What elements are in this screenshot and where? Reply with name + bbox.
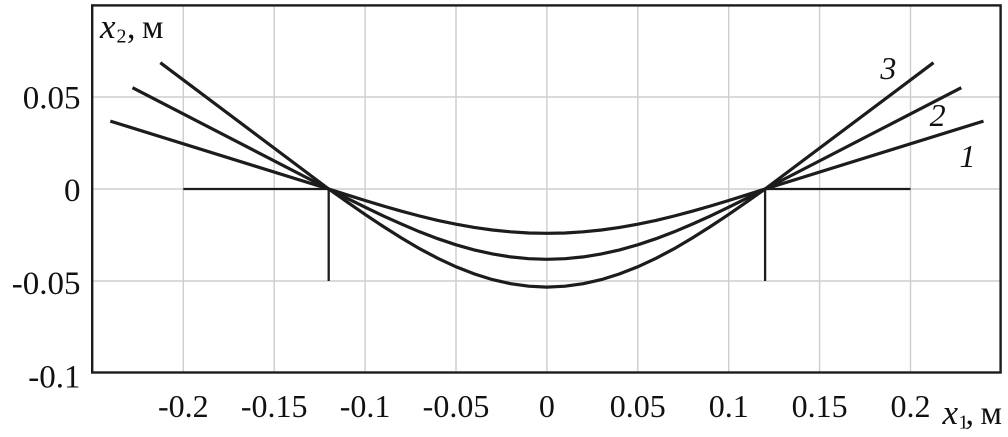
- svg-text:м: м: [981, 395, 1003, 432]
- svg-text:-0.15: -0.15: [241, 388, 308, 424]
- svg-text:0.2: 0.2: [891, 388, 931, 424]
- svg-text:0.05: 0.05: [23, 81, 81, 117]
- svg-text:-0.1: -0.1: [340, 388, 391, 424]
- svg-text:1: 1: [960, 138, 976, 174]
- svg-text:-0.1: -0.1: [28, 360, 80, 396]
- svg-text:x: x: [99, 7, 116, 46]
- svg-text:1: 1: [959, 412, 969, 434]
- svg-text:0.05: 0.05: [610, 388, 666, 424]
- svg-text:0.1: 0.1: [709, 388, 749, 424]
- svg-text:-0.05: -0.05: [12, 266, 81, 302]
- svg-text:,: ,: [127, 9, 136, 46]
- svg-text:3: 3: [879, 50, 896, 86]
- svg-text:-0.05: -0.05: [423, 388, 490, 424]
- svg-text:0: 0: [539, 388, 555, 424]
- svg-text:0: 0: [64, 173, 81, 209]
- svg-text:2: 2: [930, 97, 946, 133]
- svg-text:0.15: 0.15: [792, 388, 848, 424]
- svg-text:x: x: [942, 393, 959, 432]
- svg-text:-0.2: -0.2: [158, 388, 209, 424]
- svg-text:2: 2: [117, 26, 127, 48]
- svg-text:,: ,: [966, 395, 975, 432]
- svg-text:м: м: [142, 9, 164, 46]
